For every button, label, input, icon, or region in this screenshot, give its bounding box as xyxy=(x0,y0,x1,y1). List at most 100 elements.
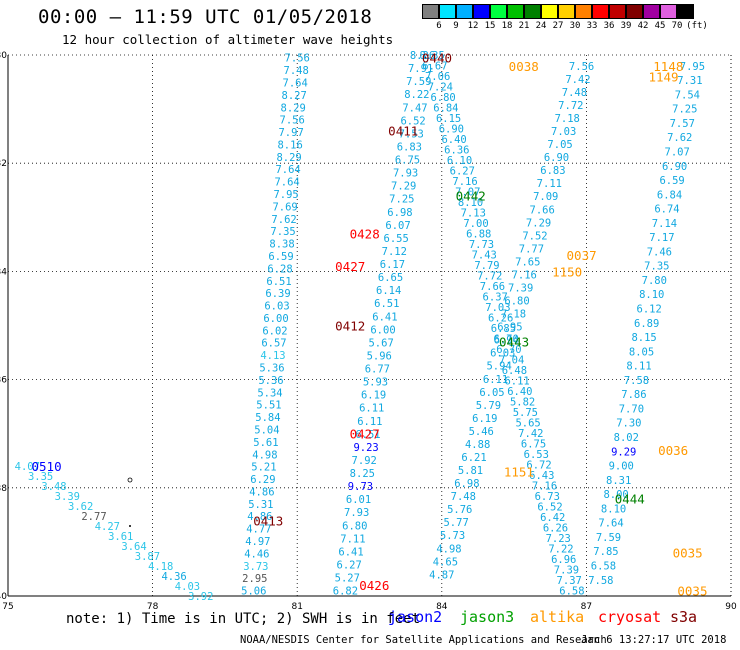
wave-height-value: 7.29 xyxy=(526,217,551,229)
wave-height-value: 7.35 xyxy=(270,226,295,238)
pass-time-label: 0035 xyxy=(677,584,707,599)
wave-height-value: 8.10 xyxy=(639,289,664,301)
wave-height-value: 6.19 xyxy=(361,390,386,402)
wave-height-value: 7.07 xyxy=(455,187,480,199)
wave-height-value: 7.48 xyxy=(284,65,309,77)
y-tick-label: -32 xyxy=(0,159,7,169)
wave-height-value: 8.10 xyxy=(601,503,626,515)
wave-height-value: 5.34 xyxy=(257,387,282,399)
wave-height-value: 3.87 xyxy=(135,551,160,563)
wave-height-value: 7.25 xyxy=(672,104,697,116)
wave-height-value: 8.02 xyxy=(614,432,639,444)
wave-height-value: 8.22 xyxy=(404,89,429,101)
wave-height-value: 6.11 xyxy=(357,416,382,428)
wave-height-value: 6.11 xyxy=(483,374,508,386)
scale-swatch xyxy=(439,4,456,19)
wave-height-value: 4.88 xyxy=(465,439,490,451)
pass-time-label: 0037 xyxy=(567,248,597,263)
wave-height-value: 5.27 xyxy=(335,573,360,585)
scale-label: 70 xyxy=(671,21,683,31)
wave-height-value: 6.85 xyxy=(491,323,516,335)
scale-label: 21 xyxy=(518,21,530,31)
scale-swatch xyxy=(422,4,439,19)
wave-height-value: 7.64 xyxy=(274,177,299,189)
wave-height-value: 7.04 xyxy=(499,355,524,367)
wave-height-value: 6.41 xyxy=(372,311,397,323)
wave-height-value: 6.75 xyxy=(395,155,420,167)
wave-height-value: 6.51 xyxy=(266,276,291,288)
wave-height-value: 5.73 xyxy=(440,530,465,542)
wave-height-value: 6.84 xyxy=(657,189,682,201)
y-tick-label: -36 xyxy=(0,376,7,386)
wave-height-value: 5.36 xyxy=(259,363,284,375)
scale-label: 27 xyxy=(552,21,564,31)
wave-height-value: 6.88 xyxy=(466,229,491,241)
wave-height-value: 6.14 xyxy=(376,285,401,297)
wave-height-value: 8.05 xyxy=(629,346,654,358)
wave-height-value: 5.65 xyxy=(515,418,540,430)
scale-swatch xyxy=(558,4,575,19)
wave-height-value: 6.98 xyxy=(387,207,412,219)
wave-height-value: 7.11 xyxy=(340,533,365,545)
scale-label: 45 xyxy=(654,21,666,31)
wave-height-value: 7.39 xyxy=(508,282,533,294)
wave-height-value: 7.59 xyxy=(406,76,431,88)
wave-height-value: 5.31 xyxy=(248,499,273,511)
wave-height-value: 8.29 xyxy=(281,102,306,114)
wave-height-value: 7.48 xyxy=(451,491,476,503)
wave-height-value: 7.12 xyxy=(382,246,407,258)
wave-height-value: 2.95 xyxy=(242,573,267,585)
wave-height-value: 7.91 xyxy=(408,63,433,75)
wave-height-value: 9.23 xyxy=(353,442,378,454)
scale-label: 18 xyxy=(501,21,513,31)
pass-time-label: 0442 xyxy=(456,189,486,204)
wave-height-value: 5.81 xyxy=(458,465,483,477)
scale-swatch xyxy=(660,4,677,19)
wave-height-value: 8.16 xyxy=(277,139,302,151)
wave-height-value: 7.13 xyxy=(461,208,486,220)
wave-height-value: 6.15 xyxy=(436,113,461,125)
wave-height-value: 6.90 xyxy=(544,152,569,164)
wave-height-value: 7.86 xyxy=(621,389,646,401)
wave-height-value: 8.11 xyxy=(626,361,651,373)
wave-height-value: 6.90 xyxy=(662,161,687,173)
wave-height-value: 7.66 xyxy=(480,281,505,293)
wave-height-value: 4.98 xyxy=(436,543,461,555)
wave-height-value: 6.77 xyxy=(365,364,390,376)
wave-height-value: 7.85 xyxy=(593,546,618,558)
wave-height-value: 4.03 xyxy=(175,581,200,593)
wave-height-value: 6.12 xyxy=(637,304,662,316)
wave-height-value: 6.94 xyxy=(494,335,519,347)
wave-height-value: 6.26 xyxy=(543,523,568,535)
wave-height-value: 7.95 xyxy=(273,189,298,201)
scale-label: 36 xyxy=(603,21,615,31)
wave-height-value: 7.64 xyxy=(275,164,300,176)
wave-height-value: 6.72 xyxy=(526,460,551,472)
wave-height-value: 3.48 xyxy=(41,481,66,493)
pass-time-label: 0443 xyxy=(499,335,529,350)
wave-height-value: 7.16 xyxy=(532,481,557,493)
wave-height-value: 4.18 xyxy=(148,561,173,573)
wave-height-value: 6.00 xyxy=(370,324,395,336)
wave-height-value: 6.43 xyxy=(529,470,554,482)
wave-height-value: 7.70 xyxy=(619,403,644,415)
wave-height-value: 2.77 xyxy=(81,511,106,523)
wave-height-value: 6.84 xyxy=(433,103,458,115)
wave-height-value: 6.83 xyxy=(540,165,565,177)
scale-swatch xyxy=(575,4,592,19)
pass-time-label: 0428 xyxy=(350,227,380,242)
wave-height-value: 6.89 xyxy=(634,318,659,330)
scale-swatch xyxy=(456,4,473,19)
wave-height-value: 5.67 xyxy=(368,337,393,349)
wave-height-value: 7.69 xyxy=(272,201,297,213)
wave-height-value: 5.75 xyxy=(513,407,538,419)
wave-height-value: 8.38 xyxy=(269,239,294,251)
scale-swatch xyxy=(524,4,541,19)
wave-height-value: 7.06 xyxy=(425,71,450,83)
x-tick-label: 87 xyxy=(581,602,592,612)
wave-height-value: 4.46 xyxy=(244,548,269,560)
island-marker xyxy=(127,477,133,483)
wave-height-value: 6.98 xyxy=(454,478,479,490)
wave-height-value: 5.93 xyxy=(363,377,388,389)
